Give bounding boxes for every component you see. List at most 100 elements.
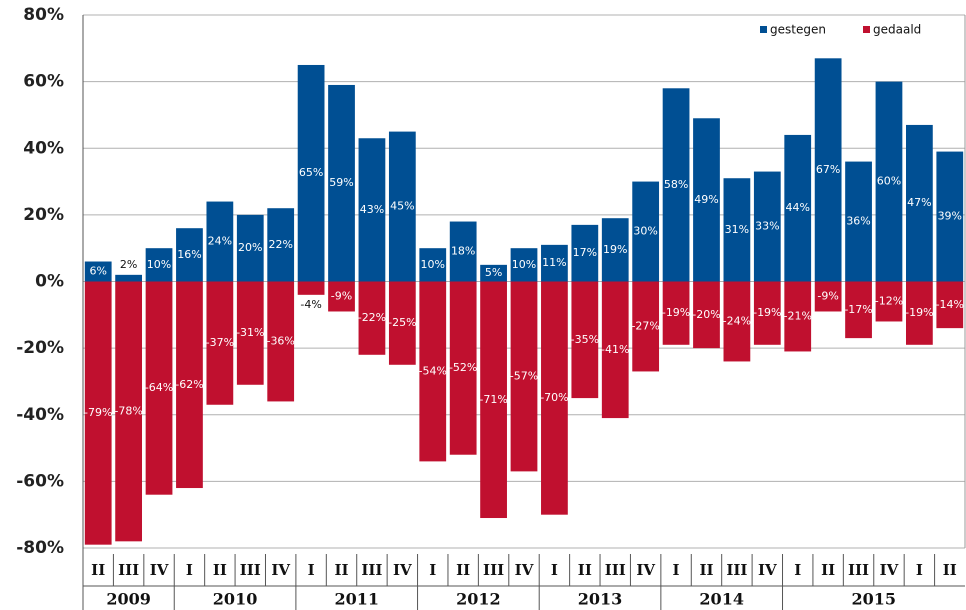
- x-tick-label: IV: [150, 561, 169, 579]
- value-label: -21%: [784, 309, 812, 322]
- x-tick-label: IV: [271, 561, 290, 579]
- y-tick-label: 40%: [23, 138, 64, 158]
- bar: [419, 281, 447, 462]
- x-tick-label: III: [848, 561, 869, 579]
- bar: [145, 248, 173, 282]
- bar: [176, 281, 203, 489]
- bar: [845, 281, 872, 339]
- value-label: 36%: [846, 215, 870, 228]
- x-tick-label: IV: [515, 561, 534, 579]
- value-label: 33%: [755, 220, 779, 233]
- x-tick-label: I: [308, 561, 315, 579]
- bar: [875, 281, 903, 322]
- value-label: -35%: [571, 333, 599, 346]
- y-tick-label: 20%: [23, 205, 64, 225]
- bar: [541, 244, 568, 282]
- value-label: -4%: [300, 298, 321, 311]
- x-tick-label: I: [551, 561, 558, 579]
- value-label: 10%: [147, 258, 171, 271]
- legend-swatch: [760, 26, 767, 33]
- bar: [236, 214, 264, 282]
- y-tick-label: -60%: [16, 471, 64, 491]
- legend-swatch: [863, 26, 870, 33]
- year-label: 2013: [578, 590, 623, 609]
- bar: [297, 64, 325, 282]
- x-tick-label: II: [699, 561, 713, 579]
- bar: [601, 281, 629, 419]
- value-label: -64%: [145, 381, 173, 394]
- value-label: 19%: [603, 243, 627, 256]
- x-tick-label: II: [456, 561, 470, 579]
- legend-label: gestegen: [770, 23, 826, 37]
- value-label: -54%: [419, 364, 447, 377]
- bar: [145, 281, 173, 495]
- y-tick-label: -80%: [16, 538, 64, 558]
- bar: [480, 264, 507, 282]
- value-label: -25%: [388, 316, 416, 329]
- value-label: 65%: [299, 166, 323, 179]
- x-tick-label: II: [578, 561, 592, 579]
- bar: [601, 218, 629, 282]
- x-tick-label: II: [91, 561, 105, 579]
- bar: [936, 281, 964, 329]
- bar: [267, 281, 295, 402]
- bar: [814, 58, 842, 282]
- value-label: 67%: [816, 163, 840, 176]
- x-tick-label: II: [821, 561, 835, 579]
- x-tick-label: IV: [758, 561, 777, 579]
- value-label: 47%: [907, 196, 931, 209]
- bar: [176, 228, 203, 282]
- x-tick-label: IV: [880, 561, 899, 579]
- value-label: 2%: [120, 258, 137, 271]
- bar: [845, 161, 872, 282]
- value-label: -24%: [723, 314, 751, 327]
- bar: [662, 281, 690, 345]
- y-tick-label: -40%: [16, 405, 64, 425]
- x-tick-label: I: [794, 561, 801, 579]
- value-label: 59%: [329, 176, 353, 189]
- bar: [814, 281, 842, 312]
- bar: [236, 281, 264, 385]
- bar: [388, 281, 416, 365]
- bar: [662, 88, 690, 282]
- bar: [905, 124, 933, 282]
- bar: [936, 151, 964, 282]
- x-tick-label: II: [943, 561, 957, 579]
- bar: [510, 281, 538, 472]
- bar: [84, 281, 112, 545]
- value-label: -12%: [875, 294, 903, 307]
- y-tick-label: 60%: [23, 72, 64, 92]
- value-label: -19%: [905, 306, 933, 319]
- bar: [571, 224, 599, 282]
- value-label: -27%: [631, 319, 659, 332]
- value-label: 44%: [785, 201, 809, 214]
- value-label: 58%: [664, 178, 688, 191]
- value-label: 43%: [360, 203, 384, 216]
- x-tick-label: IV: [636, 561, 655, 579]
- value-label: 30%: [633, 225, 657, 238]
- year-label: 2009: [106, 590, 151, 609]
- bar: [723, 178, 751, 282]
- bar: [388, 131, 416, 282]
- bar: [297, 281, 325, 295]
- bar: [449, 281, 477, 455]
- value-label: 45%: [390, 200, 414, 213]
- bar: [449, 221, 477, 282]
- x-tick-label: III: [361, 561, 382, 579]
- bar: [328, 281, 355, 312]
- value-label: -9%: [817, 289, 838, 302]
- y-tick-label: 0%: [35, 272, 64, 292]
- value-label: -20%: [692, 308, 720, 321]
- value-label: 60%: [877, 175, 901, 188]
- value-label: -78%: [114, 404, 142, 417]
- x-tick-label: II: [334, 561, 348, 579]
- value-label: 10%: [512, 258, 536, 271]
- value-label: -19%: [662, 306, 690, 319]
- bar: [115, 274, 143, 282]
- legend-label: gedaald: [873, 23, 921, 37]
- value-label: -62%: [175, 378, 203, 391]
- value-label: -9%: [331, 289, 352, 302]
- bar: [784, 281, 812, 352]
- x-tick-label: III: [118, 561, 139, 579]
- value-label: 16%: [177, 248, 201, 261]
